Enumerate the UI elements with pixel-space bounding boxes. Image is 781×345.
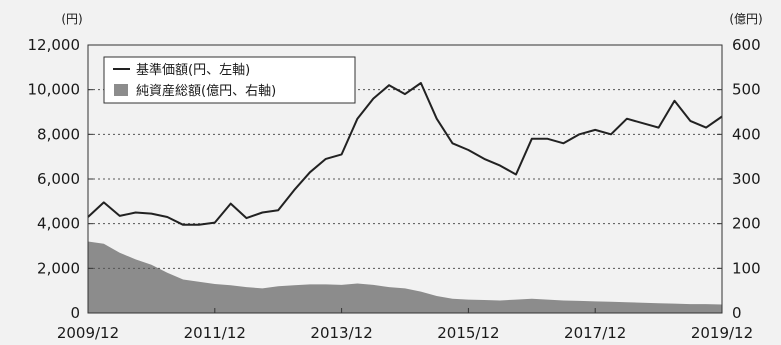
- legend-box: [103, 56, 356, 104]
- x-axis-tick-label: 2013/12: [310, 324, 372, 342]
- x-axis-tick-label: 2009/12: [57, 324, 119, 342]
- right-axis-tick-label: 100: [732, 259, 761, 277]
- left-axis-tick-label: 8,000: [37, 125, 80, 143]
- right-axis-tick-label: 300: [732, 170, 761, 188]
- left-axis-tick-label: 4,000: [37, 215, 80, 233]
- left-axis-unit: (円): [61, 12, 82, 26]
- right-axis-tick-label: 200: [732, 215, 761, 233]
- right-axis-tick-label: 0: [732, 304, 742, 322]
- left-axis-tick-label: 12,000: [28, 36, 81, 54]
- left-axis-tick-label: 6,000: [37, 170, 80, 188]
- x-axis-tick-label: 2017/12: [564, 324, 626, 342]
- x-axis-tick-label: 2011/12: [184, 324, 246, 342]
- series-net-assets-area: [88, 241, 722, 313]
- x-axis-tick-label: 2015/12: [437, 324, 499, 342]
- right-axis-tick-label: 600: [732, 36, 761, 54]
- right-axis-tick-label: 500: [732, 81, 761, 99]
- legend-area-swatch: [114, 84, 128, 96]
- left-axis-tick-label: 2,000: [37, 259, 80, 277]
- right-axis-tick-label: 400: [732, 125, 761, 143]
- series-nav-line: [87, 82, 723, 226]
- right-axis-unit: (億円): [729, 12, 762, 26]
- left-axis-tick-label: 0: [70, 304, 80, 322]
- left-axis-tick-label: 10,000: [28, 81, 81, 99]
- x-axis-tick-label: 2019/12: [691, 324, 753, 342]
- legend-label-net-assets: 純資産総額(億円、右軸): [136, 83, 276, 99]
- legend-label-nav: 基準価額(円、左軸): [136, 62, 250, 78]
